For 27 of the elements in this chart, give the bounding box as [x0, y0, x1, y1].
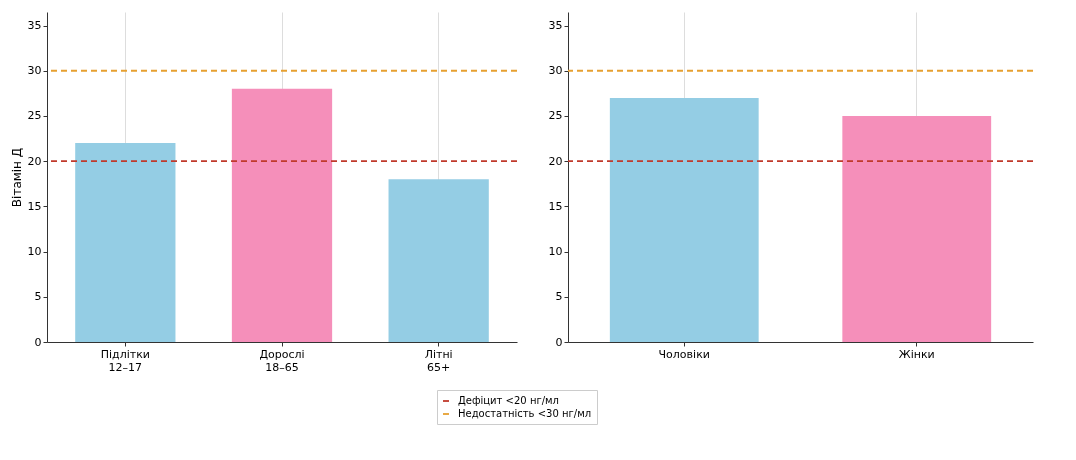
y-tick-label: 15	[27, 199, 42, 213]
y-tick-label: 35	[548, 19, 563, 33]
y-tick-label: 15	[548, 199, 563, 213]
y-tick-label: 20	[27, 154, 42, 168]
y-tick-label: 5	[34, 290, 42, 304]
y-tick-label: 10	[27, 245, 42, 259]
legend-label: Недостатність <30 нг/мл	[458, 408, 592, 419]
y-tick-label: 30	[548, 64, 563, 78]
y-tick-label: 25	[27, 109, 42, 123]
y-tick-label: 10	[548, 245, 563, 259]
legend-label: Дефіцит <20 нг/мл	[458, 395, 559, 406]
bar	[75, 143, 176, 342]
x-tick-label: Жінки	[898, 347, 935, 361]
bar	[231, 88, 333, 342]
y-tick-label: 5	[555, 290, 563, 304]
x-tick-label: Дорослі 18–65	[259, 347, 305, 374]
y-axis-title: Вітамін Д	[9, 147, 24, 208]
y-tick-label: 20	[548, 154, 563, 168]
y-tick-label: 0	[34, 335, 42, 349]
y-tick-label: 0	[555, 335, 563, 349]
y-tick-label: 35	[27, 19, 42, 33]
x-tick-label: Літні 65+	[424, 347, 453, 374]
y-tick-label: 25	[548, 109, 563, 123]
x-tick-label: Чоловіки	[658, 347, 710, 361]
x-tick-label: Підлітки 12–17	[100, 347, 150, 374]
bar	[388, 179, 489, 342]
y-tick-label: 30	[27, 64, 42, 78]
